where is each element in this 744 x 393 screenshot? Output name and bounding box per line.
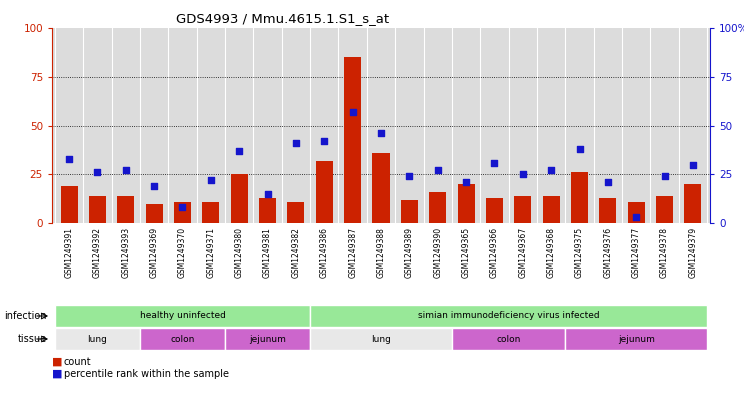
Bar — [315, 161, 333, 223]
Text: GSM1249365: GSM1249365 — [461, 227, 471, 278]
Text: GSM1249390: GSM1249390 — [433, 227, 442, 278]
Point — [262, 191, 274, 197]
Text: GSM1249389: GSM1249389 — [405, 227, 414, 278]
Point — [687, 162, 699, 168]
Text: GSM1249376: GSM1249376 — [603, 227, 612, 278]
Point — [545, 167, 557, 173]
Bar — [60, 186, 77, 223]
Bar — [571, 172, 588, 223]
Point — [574, 146, 586, 152]
Bar — [140, 328, 225, 350]
Text: GSM1249375: GSM1249375 — [575, 227, 584, 278]
Text: GSM1249382: GSM1249382 — [292, 227, 301, 278]
Text: GDS4993 / Mmu.4615.1.S1_s_at: GDS4993 / Mmu.4615.1.S1_s_at — [176, 12, 389, 25]
Text: colon: colon — [496, 334, 521, 343]
Point — [403, 173, 415, 179]
Bar — [310, 305, 707, 327]
Bar — [287, 202, 304, 223]
Point — [176, 204, 188, 211]
Point — [120, 167, 132, 173]
Text: GSM1249392: GSM1249392 — [93, 227, 102, 278]
Bar — [486, 198, 503, 223]
Bar — [202, 202, 219, 223]
Bar — [146, 204, 163, 223]
Text: percentile rank within the sample: percentile rank within the sample — [64, 369, 229, 379]
Text: GSM1249378: GSM1249378 — [660, 227, 669, 278]
Text: GSM1249366: GSM1249366 — [490, 227, 499, 278]
Point — [92, 169, 103, 175]
Text: lung: lung — [88, 334, 107, 343]
Point — [347, 109, 359, 115]
Point — [602, 179, 614, 185]
Point — [489, 160, 501, 166]
Bar — [344, 57, 361, 223]
Text: GSM1249387: GSM1249387 — [348, 227, 357, 278]
Point — [460, 179, 472, 185]
Text: GSM1249380: GSM1249380 — [234, 227, 244, 278]
Text: GSM1249367: GSM1249367 — [519, 227, 527, 278]
Text: GSM1249388: GSM1249388 — [376, 227, 385, 278]
Text: GSM1249368: GSM1249368 — [547, 227, 556, 278]
Bar — [600, 198, 617, 223]
Point — [233, 148, 245, 154]
Bar — [225, 328, 310, 350]
Text: colon: colon — [170, 334, 195, 343]
Text: healthy uninfected: healthy uninfected — [140, 312, 225, 321]
Bar — [55, 328, 140, 350]
Bar — [458, 184, 475, 223]
Text: GSM1249377: GSM1249377 — [632, 227, 641, 278]
Text: GSM1249393: GSM1249393 — [121, 227, 130, 278]
Bar — [231, 174, 248, 223]
Text: jejunum: jejunum — [249, 334, 286, 343]
Text: ■: ■ — [52, 357, 62, 367]
Bar — [89, 196, 106, 223]
Text: GSM1249391: GSM1249391 — [65, 227, 74, 278]
Text: GSM1249381: GSM1249381 — [263, 227, 272, 278]
Bar — [429, 192, 446, 223]
Bar — [656, 196, 673, 223]
Bar — [542, 196, 559, 223]
Bar — [684, 184, 702, 223]
Bar — [310, 328, 452, 350]
Text: jejunum: jejunum — [618, 334, 655, 343]
Text: ■: ■ — [52, 369, 62, 379]
Text: GSM1249370: GSM1249370 — [178, 227, 187, 278]
Bar — [174, 202, 191, 223]
Point — [630, 214, 642, 220]
Point — [375, 130, 387, 136]
Point — [432, 167, 443, 173]
Text: lung: lung — [371, 334, 391, 343]
Text: GSM1249371: GSM1249371 — [206, 227, 215, 278]
Point — [318, 138, 330, 144]
Point — [63, 156, 75, 162]
Point — [205, 177, 217, 183]
Text: GSM1249379: GSM1249379 — [688, 227, 697, 278]
Bar — [401, 200, 418, 223]
Text: simian immunodeficiency virus infected: simian immunodeficiency virus infected — [418, 312, 600, 321]
Bar — [55, 305, 310, 327]
Bar — [514, 196, 531, 223]
Bar — [628, 202, 645, 223]
Point — [517, 171, 529, 177]
Text: infection: infection — [4, 311, 47, 321]
Point — [658, 173, 670, 179]
Bar — [373, 153, 390, 223]
Bar — [259, 198, 276, 223]
Bar — [118, 196, 134, 223]
Point — [290, 140, 302, 146]
Text: GSM1249386: GSM1249386 — [320, 227, 329, 278]
Text: tissue: tissue — [18, 334, 47, 344]
Bar — [565, 328, 707, 350]
Text: GSM1249369: GSM1249369 — [150, 227, 158, 278]
Point — [148, 183, 160, 189]
Bar — [452, 328, 565, 350]
Text: count: count — [64, 357, 92, 367]
